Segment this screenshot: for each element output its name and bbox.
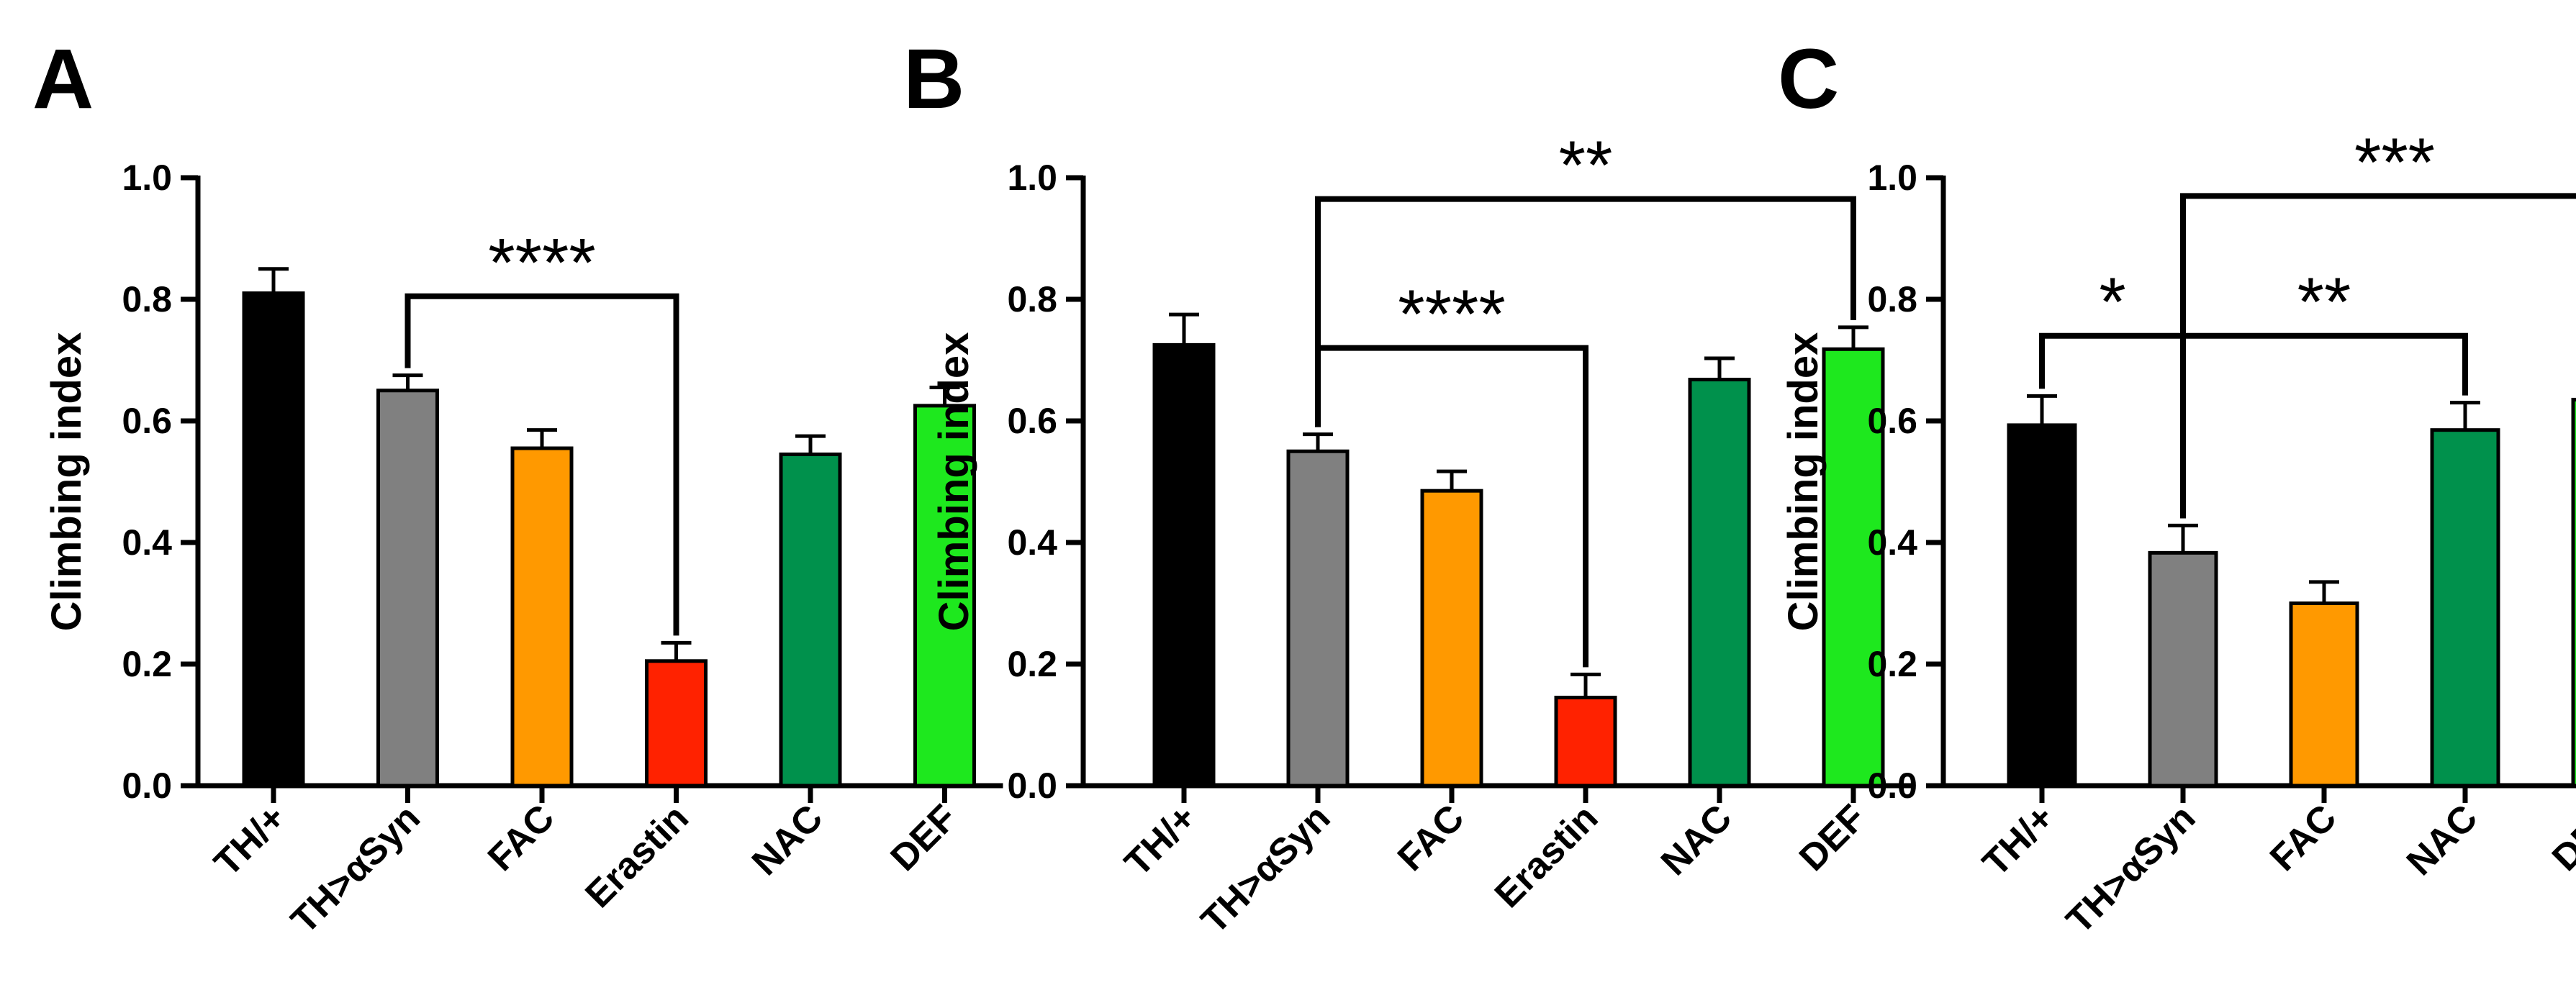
bar-th- [1152,342,1216,788]
bar-nac [1688,378,1751,788]
x-tick-label: DEF [882,796,965,879]
significance-bracket [1315,345,1588,668]
y-axis-label: Climbing index [43,332,90,632]
y-tick-label: 1.0 [1007,158,1057,198]
y-tick-label: 0.0 [1867,766,1917,806]
x-tick-label: DEF [2544,796,2576,879]
y-tick-label: 0.4 [1867,522,1917,563]
bar-th- [2007,423,2077,788]
panel-letter: A [32,32,94,127]
y-tick-label: 0.8 [1007,279,1057,319]
y-tick-label: 0.2 [1007,644,1057,684]
x-tick-label: TH>αSyn [2058,796,2204,942]
y-tick-label: 0.2 [122,644,172,684]
x-tick-label: NAC [744,796,831,884]
x-tick-label: TH>αSyn [1193,796,1339,942]
panel-letter: C [1778,32,1839,127]
y-axis-label: Climbing index [1780,332,1827,632]
bar-def [913,404,976,788]
bar-def [1822,347,1885,788]
bar-def [2571,397,2576,788]
x-tick-label: FAC [480,796,563,879]
y-tick-label: 0.6 [1867,401,1917,441]
y-tick-label: 0.8 [122,279,172,319]
y-tick-label: 0.2 [1867,644,1917,684]
x-tick-label: NAC [1653,796,1740,884]
y-tick-label: 0.4 [1007,522,1057,563]
significance-stars: ** [2297,264,2351,341]
panel-a: A Climbing index 0.0 0.2 0.4 0.6 0.8 1.0 TH/+TH>… [32,32,1003,942]
panel-c: C Climbing index 0.0 0.2 0.4 0.6 0.8 1.0 TH/+TH>… [1778,32,2576,942]
x-tick-label: NAC [2399,796,2486,884]
significance-stars: ** [1559,127,1613,204]
bar-nac [779,452,842,788]
x-tick-label: FAC [1390,796,1473,879]
significance-stars: *** [2354,124,2435,201]
bar-nac [2430,428,2500,788]
y-tick-label: 0.0 [122,766,172,806]
significance-bracket [2180,193,2576,519]
panel-b: B Climbing index 0.0 0.2 0.4 0.6 0.8 1.0 TH/+TH>… [903,32,1912,942]
bar-th-syn [376,389,439,788]
y-tick-label: 0.0 [1007,766,1057,806]
significance-stars: **** [488,224,595,301]
y-tick-label: 1.0 [122,158,172,198]
bar-fac [1420,489,1483,788]
y-tick-label: 1.0 [1867,158,1917,198]
significance-bracket [1315,196,1856,427]
bar-th-syn [1286,449,1350,788]
x-tick-label: TH/+ [207,796,294,884]
significance-bracket [405,293,679,636]
significance-stars: * [2099,264,2125,341]
significance-stars: **** [1398,276,1505,353]
x-tick-label: Erastin [1487,796,1606,916]
x-tick-label: TH>αSyn [283,796,428,942]
bar-erastin [1554,695,1617,788]
y-tick-label: 0.8 [1867,279,1917,319]
bar-th- [242,291,305,788]
y-tick-label: 0.6 [1007,401,1057,441]
bar-th-syn [2148,550,2218,788]
x-tick-label: TH/+ [1975,796,2063,884]
y-tick-label: 0.4 [122,522,172,563]
significance-bracket [2180,332,2468,519]
x-tick-label: FAC [2262,796,2345,879]
bar-fac [510,446,574,788]
x-tick-label: TH/+ [1117,796,1205,884]
y-axis-label: Climbing index [931,332,977,632]
x-tick-label: DEF [1791,796,1874,879]
bar-erastin [645,659,708,788]
x-tick-label: Erastin [577,796,697,916]
bar-fac [2289,601,2359,788]
y-tick-label: 0.6 [122,401,172,441]
panel-letter: B [903,32,964,127]
